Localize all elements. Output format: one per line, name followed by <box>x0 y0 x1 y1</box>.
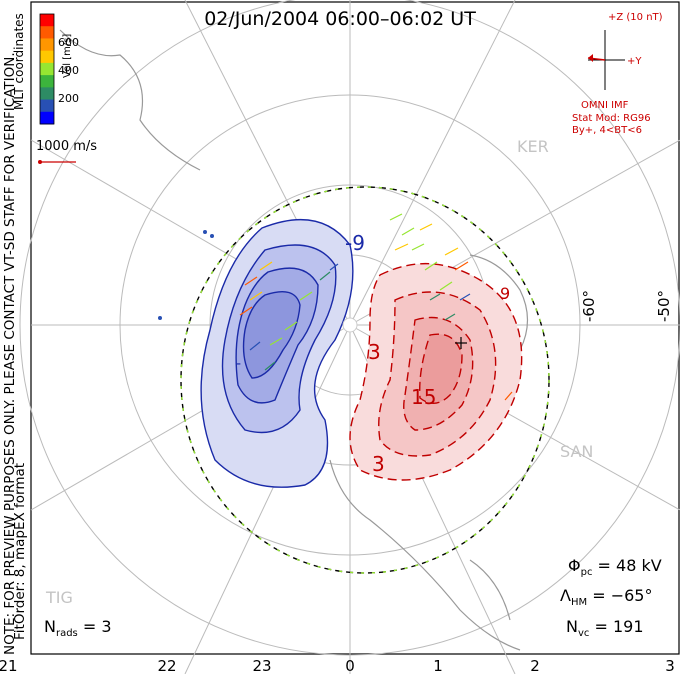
dusk-convection-cell: - <box>200 218 354 488</box>
color-bar <box>39 13 55 125</box>
fit-info: FitOrder: 8, mapEX format <box>12 462 28 640</box>
color-bar-segment <box>40 75 54 88</box>
colorbar-tick-400: 400 <box>58 64 79 77</box>
station-san: SAN <box>560 442 594 461</box>
mlt-tick-2: 2 <box>530 657 540 675</box>
coastlines <box>59 29 529 651</box>
color-bar-segment <box>40 62 54 76</box>
imf-condition: By+, 4<BT<6 <box>572 125 642 136</box>
dawn-convection-cell <box>349 262 523 481</box>
color-bar-segment <box>40 99 54 113</box>
mlt-tick-0: 0 <box>345 657 355 675</box>
station-tig: TIG <box>46 588 73 607</box>
imf-source: OMNI IMF <box>581 100 629 111</box>
mlt-tick-23: 23 <box>252 657 272 675</box>
color-bar-segment <box>40 14 54 27</box>
hm-boundary-green <box>180 186 550 574</box>
stat-n-rads: Nrads = 3 <box>44 617 112 640</box>
latitude-label-50: -50° <box>655 290 673 322</box>
velocity-vectors <box>158 213 513 401</box>
color-bar-segment <box>40 26 54 39</box>
color-bar-segment <box>40 38 54 52</box>
page-title: 02/Jun/2004 06:00–06:02 UT <box>204 8 476 30</box>
stat-n-vc: Nvc = 191 <box>566 617 644 640</box>
colorbar-tick-600: 600 <box>58 36 79 49</box>
contour-label-9: 9 <box>500 284 511 303</box>
color-bar-segment <box>40 87 54 101</box>
station-ker: KER <box>517 137 549 156</box>
svg-text:-: - <box>236 356 241 372</box>
pole-marker <box>342 317 358 333</box>
colorbar-tick-200: 200 <box>58 92 79 105</box>
color-bar-segment <box>40 111 54 125</box>
imf-model: Stat Mod: RG96 <box>572 113 651 124</box>
coordinates-label: MLT coordinates <box>12 13 26 110</box>
mlt-tick-1: 1 <box>433 657 443 675</box>
mlt-tick-21: 21 <box>0 657 18 675</box>
plot-frame <box>30 1 680 655</box>
stat-phi-pc: Φpc = 48 kV <box>568 556 662 579</box>
latitude-label-60: -60° <box>580 290 598 322</box>
stat-lambda-hm: ΛHM = −65° <box>560 586 653 609</box>
mlt-tick-22: 22 <box>157 657 177 675</box>
contour-label-3b: 3 <box>372 452 385 476</box>
imf-header: +Z (10 nT) <box>608 12 663 23</box>
imf-y-label: +Y <box>627 56 642 67</box>
contour-label-minus9: -9 <box>345 231 365 255</box>
color-bar-outline <box>39 13 55 125</box>
imf-dial <box>587 30 625 90</box>
reference-vector-label: 1000 m/s <box>36 139 98 154</box>
color-bar-segment <box>40 50 54 64</box>
contour-label-3a: 3 <box>368 340 381 364</box>
mlt-tick-3: 3 <box>665 657 675 675</box>
reference-vector-dot <box>38 160 42 164</box>
contour-label-15: 15 <box>411 385 437 409</box>
